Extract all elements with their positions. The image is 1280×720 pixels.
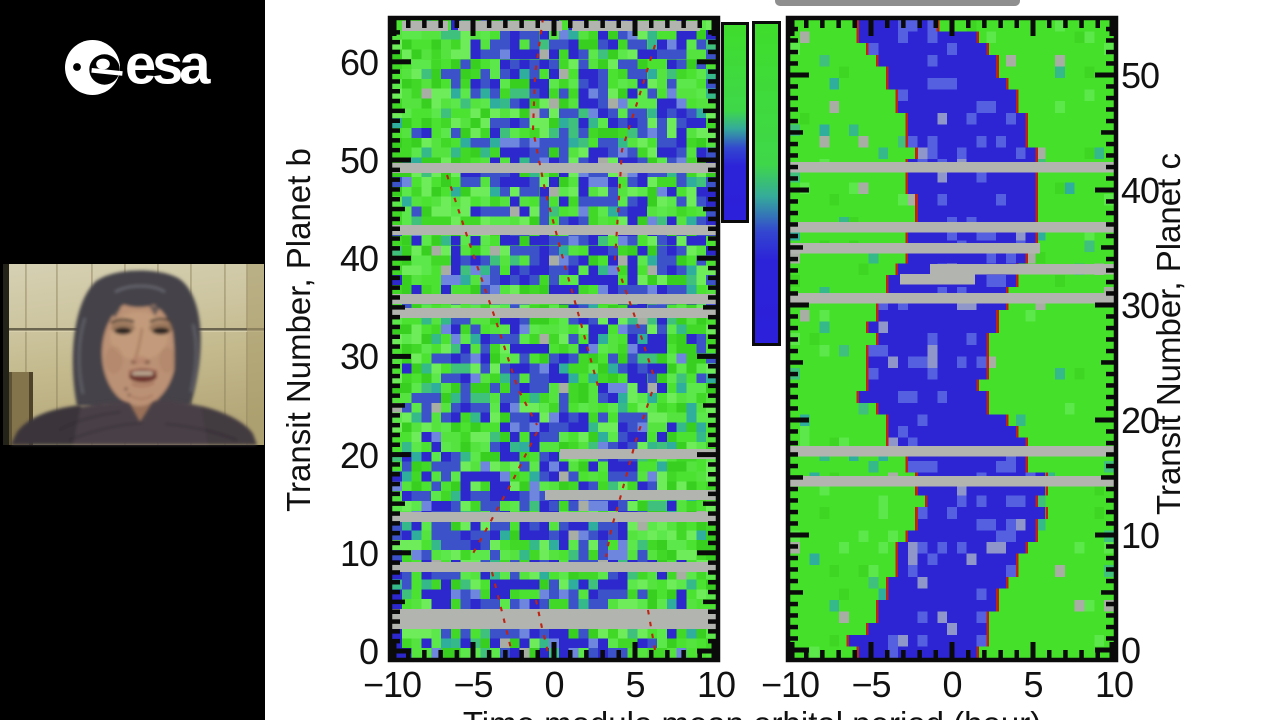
svg-text:50: 50 [340,140,378,181]
svg-text:10: 10 [697,664,735,705]
svg-text:20: 20 [340,435,378,476]
svg-text:0: 0 [544,664,563,705]
svg-text:5: 5 [625,664,644,705]
svg-text:50: 50 [1121,55,1159,96]
svg-text:10: 10 [340,533,378,574]
svg-text:60: 60 [340,42,378,83]
svg-text:−10: −10 [761,664,819,705]
svg-text:Transit Number, Planet c: Transit Number, Planet c [1150,153,1187,515]
svg-text:0: 0 [1121,630,1140,671]
svg-text:−5: −5 [851,664,890,705]
svg-text:40: 40 [340,238,378,279]
svg-text:30: 30 [1121,285,1159,326]
svg-text:Time modulo mean orbital perio: Time modulo mean orbital period (hour) [463,705,1041,720]
svg-text:40: 40 [1121,170,1159,211]
svg-text:20: 20 [1121,400,1159,441]
svg-text:−10: −10 [363,664,421,705]
svg-text:−5: −5 [453,664,492,705]
svg-text:esa: esa [125,33,211,96]
svg-text:10: 10 [1095,664,1133,705]
svg-text:Transit Number, Planet b: Transit Number, Planet b [280,148,317,512]
svg-text:10: 10 [1121,515,1159,556]
svg-text:0: 0 [942,664,961,705]
svg-text:0: 0 [359,631,378,672]
svg-text:5: 5 [1023,664,1042,705]
svg-text:30: 30 [340,336,378,377]
